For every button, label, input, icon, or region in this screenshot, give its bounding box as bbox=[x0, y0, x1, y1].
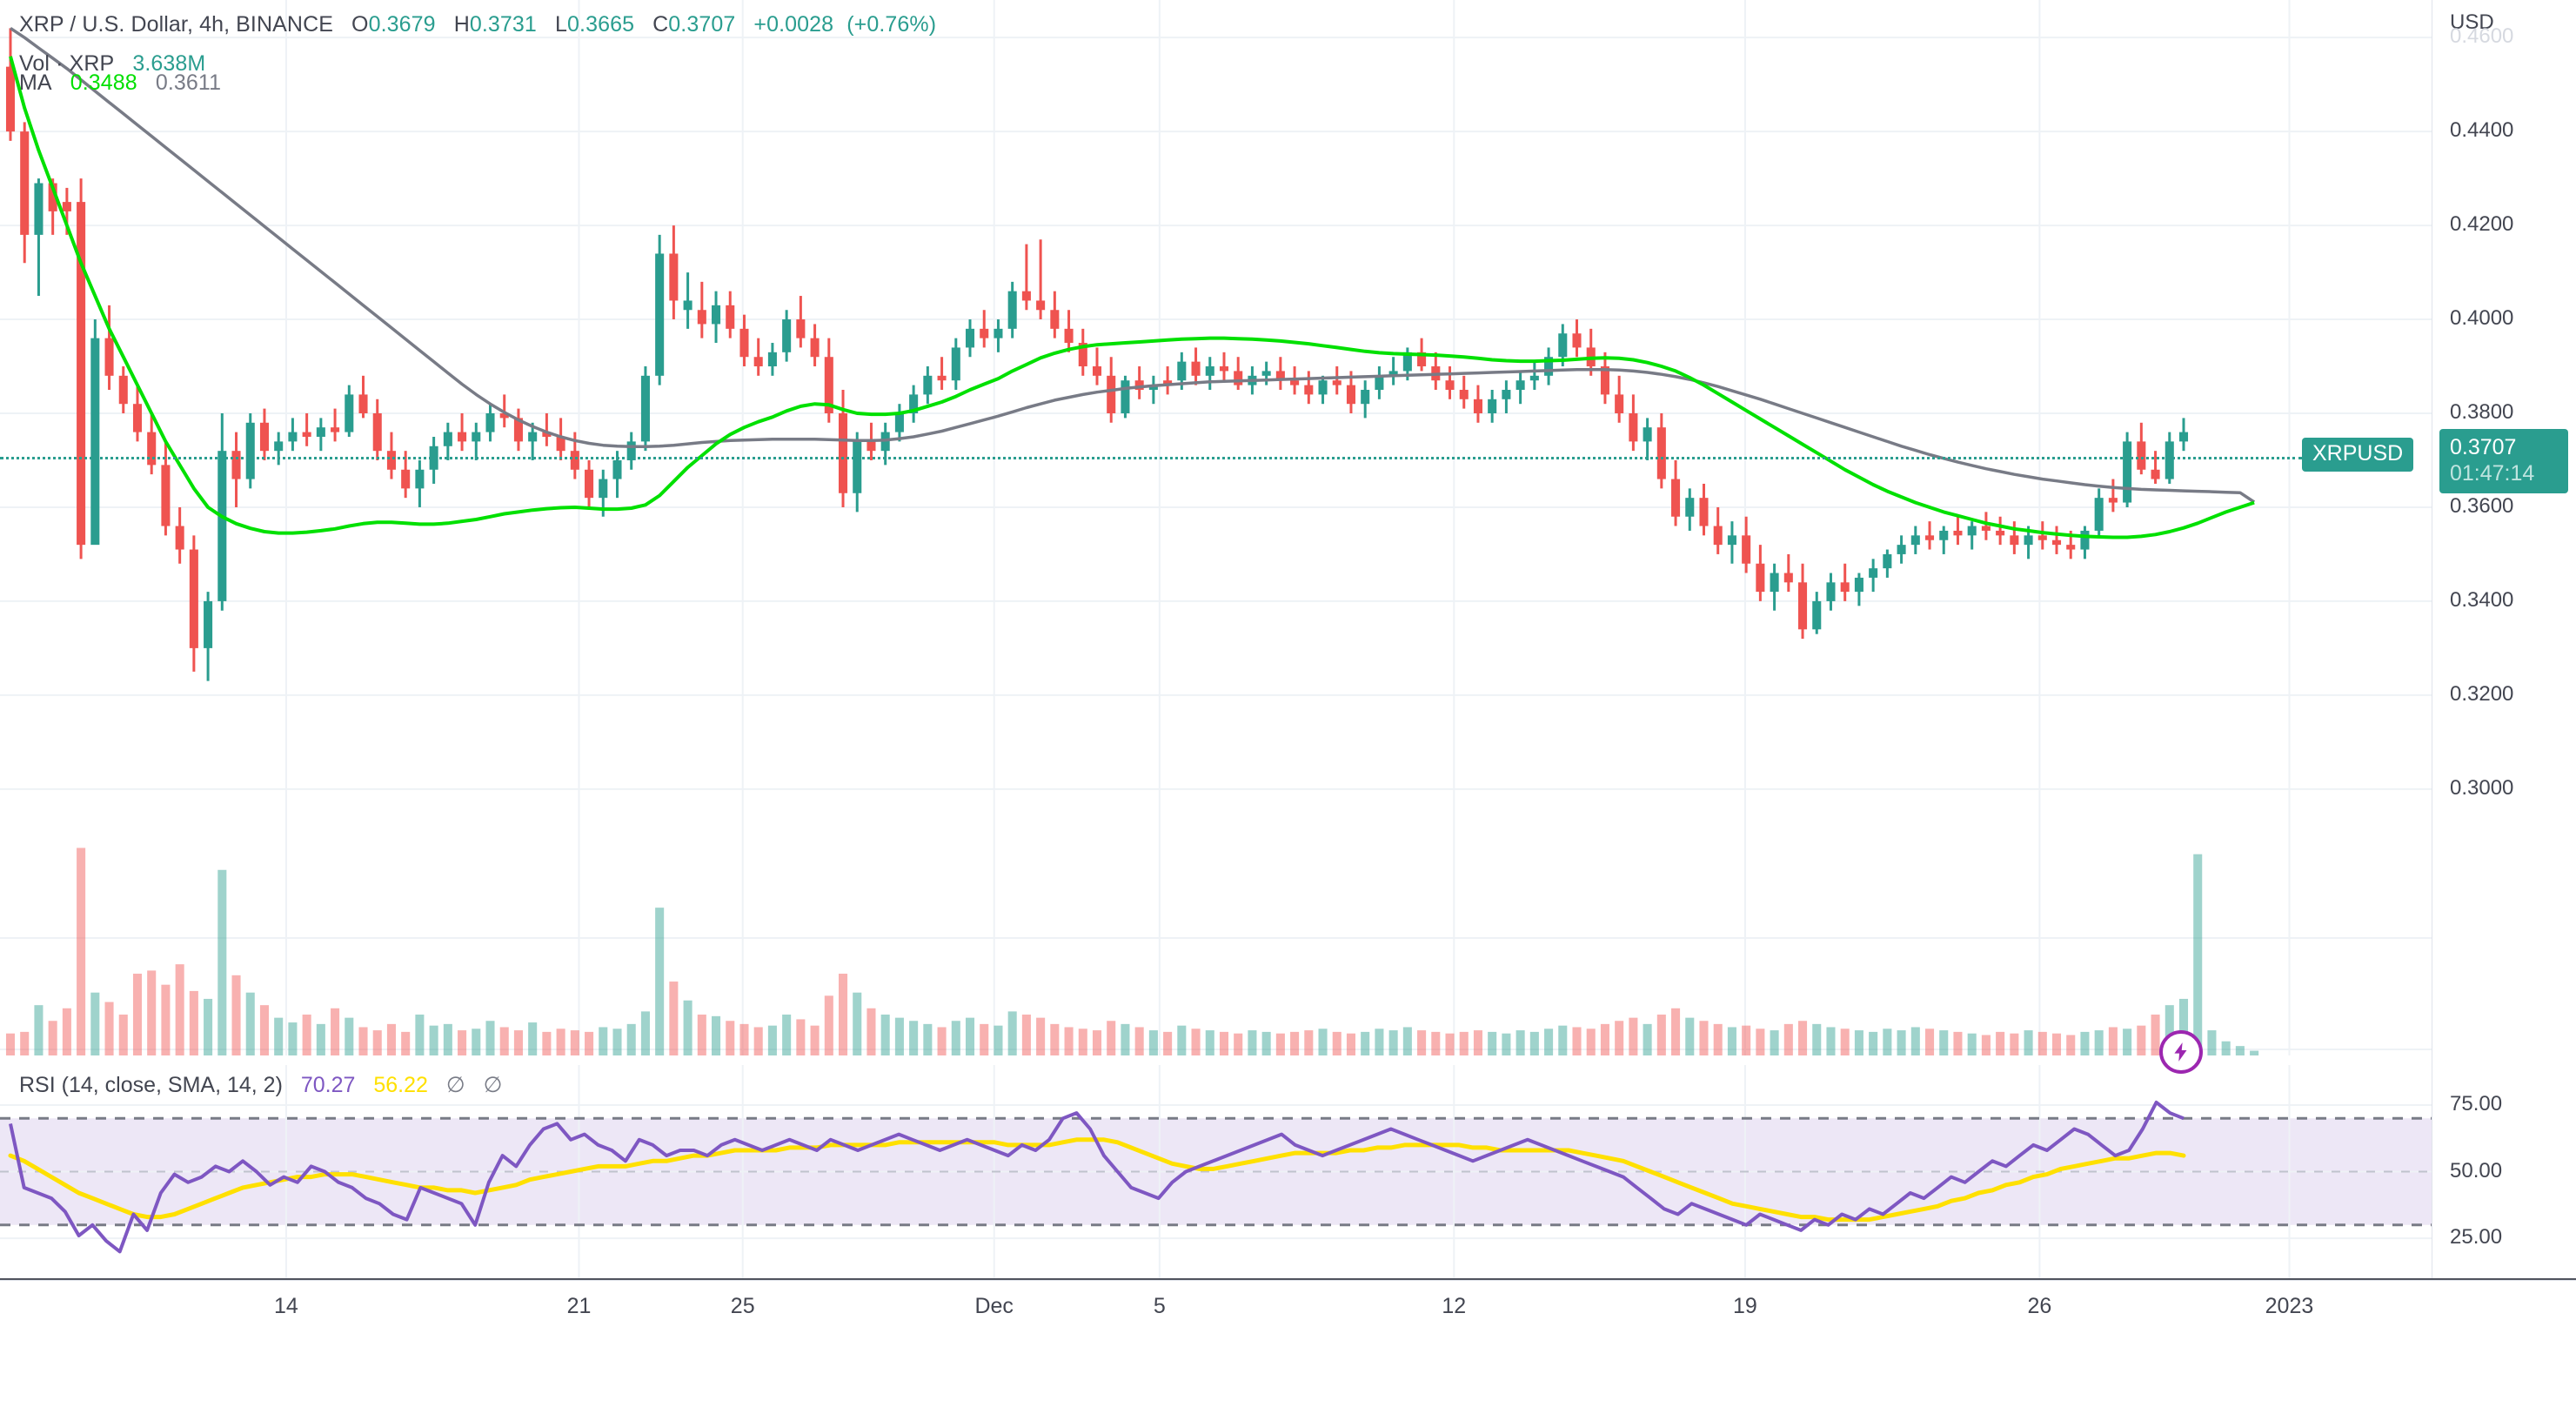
price-axis-tick: 0.3400 bbox=[2450, 587, 2514, 612]
current-price-badge[interactable]: 0.3707 01:47:14 bbox=[2439, 429, 2568, 494]
price-axis-tick: 0.4400 bbox=[2450, 118, 2514, 143]
rsi-value: 70.27 bbox=[300, 1073, 356, 1097]
ohlc-close-value: 0.3707 bbox=[668, 12, 736, 37]
time-axis-tick: 21 bbox=[566, 1294, 592, 1318]
volume-value: 3.638M bbox=[132, 51, 206, 76]
rsi-chart-canvas bbox=[0, 1065, 2432, 1278]
price-axis-tick: 0.3800 bbox=[2450, 400, 2514, 424]
rsi-label[interactable]: RSI (14, close, SMA, 14, 2) bbox=[19, 1073, 283, 1097]
symbol-tag[interactable]: XRPUSD bbox=[2302, 438, 2414, 472]
price-axis-tick: 0.4000 bbox=[2450, 306, 2514, 331]
current-price-value: 0.3707 bbox=[2450, 435, 2517, 460]
price-axis-tick: 0.3200 bbox=[2450, 681, 2514, 706]
bar-countdown: 01:47:14 bbox=[2450, 461, 2535, 486]
price-axis[interactable]: USD 0.3707 01:47:14 0.4600 0.4400 0.4200 0.… bbox=[2432, 0, 2576, 1278]
current-price-line bbox=[0, 457, 2302, 460]
rsi-indicator-pane[interactable] bbox=[0, 1065, 2432, 1278]
price-chart-canvas bbox=[0, 0, 2432, 1055]
rsi-axis-tick: 25.00 bbox=[2450, 1225, 2503, 1250]
time-axis-tick: Dec bbox=[974, 1294, 1014, 1318]
rsi-empty-slot-2: ∅ bbox=[483, 1073, 503, 1097]
time-axis-tick: 12 bbox=[1442, 1294, 1467, 1318]
price-axis-tick: 0.3600 bbox=[2450, 493, 2514, 518]
price-change-absolute: +0.0028 bbox=[753, 12, 834, 37]
price-axis-tick: 0.4600 bbox=[2450, 24, 2514, 49]
bottom-bar: TradingView bbox=[0, 1344, 2576, 1407]
ohlc-low-value: 0.3665 bbox=[567, 12, 635, 37]
ohlc-high-label: H bbox=[453, 12, 470, 37]
price-change-percent: (+0.76%) bbox=[846, 12, 937, 37]
ohlc-high-value: 0.3731 bbox=[469, 12, 537, 37]
price-axis-tick: 0.3000 bbox=[2450, 775, 2514, 800]
ohlc-open-label: O bbox=[351, 12, 369, 37]
rsi-axis-tick: 75.00 bbox=[2450, 1091, 2503, 1116]
volume-label[interactable]: Vol · XRP bbox=[19, 51, 115, 76]
price-chart-pane[interactable] bbox=[0, 0, 2432, 1055]
ma-legend-row: MA 0.3488 0.3611 bbox=[19, 70, 221, 96]
lightning-bolt-glyph bbox=[2174, 1042, 2187, 1062]
rsi-empty-slot-1: ∅ bbox=[445, 1073, 465, 1097]
rsi-legend-row: RSI (14, close, SMA, 14, 2) 70.27 56.22 … bbox=[19, 1072, 502, 1098]
rsi-axis-tick: 50.00 bbox=[2450, 1158, 2503, 1183]
ohlc-open-value: 0.3679 bbox=[368, 12, 436, 37]
time-axis-divider bbox=[0, 1280, 2576, 1281]
pane-separator[interactable] bbox=[0, 1278, 2576, 1280]
lightning-bolt-icon[interactable] bbox=[2159, 1030, 2203, 1074]
time-axis-tick: 25 bbox=[730, 1294, 755, 1318]
ma-label[interactable]: MA bbox=[19, 70, 52, 95]
ohlc-low-label: L bbox=[555, 12, 568, 37]
time-axis-tick: 14 bbox=[274, 1294, 298, 1318]
time-axis-tick: 5 bbox=[1153, 1294, 1166, 1318]
ma-fast-value: 0.3488 bbox=[70, 70, 137, 95]
price-axis-tick: 0.4200 bbox=[2450, 212, 2514, 237]
chart-legend-title-row: XRP / U.S. Dollar, 4h, BINANCE O0.3679 H… bbox=[19, 12, 936, 37]
price-axis-unit: USD bbox=[2450, 10, 2494, 34]
volume-legend-row: Vol · XRP 3.638M bbox=[19, 51, 205, 77]
time-axis-tick: 19 bbox=[1733, 1294, 1757, 1318]
rsi-sma-value: 56.22 bbox=[373, 1073, 428, 1097]
time-axis-tick: 26 bbox=[2027, 1294, 2052, 1318]
ohlc-close-label: C bbox=[652, 12, 669, 37]
time-axis-tick: 2023 bbox=[2265, 1294, 2314, 1318]
symbol-title[interactable]: XRP / U.S. Dollar, 4h, BINANCE bbox=[19, 12, 333, 37]
ma-slow-value: 0.3611 bbox=[155, 70, 222, 95]
time-axis[interactable]: 14 21 25 Dec 5 12 19 26 2023 bbox=[0, 1280, 2576, 1344]
